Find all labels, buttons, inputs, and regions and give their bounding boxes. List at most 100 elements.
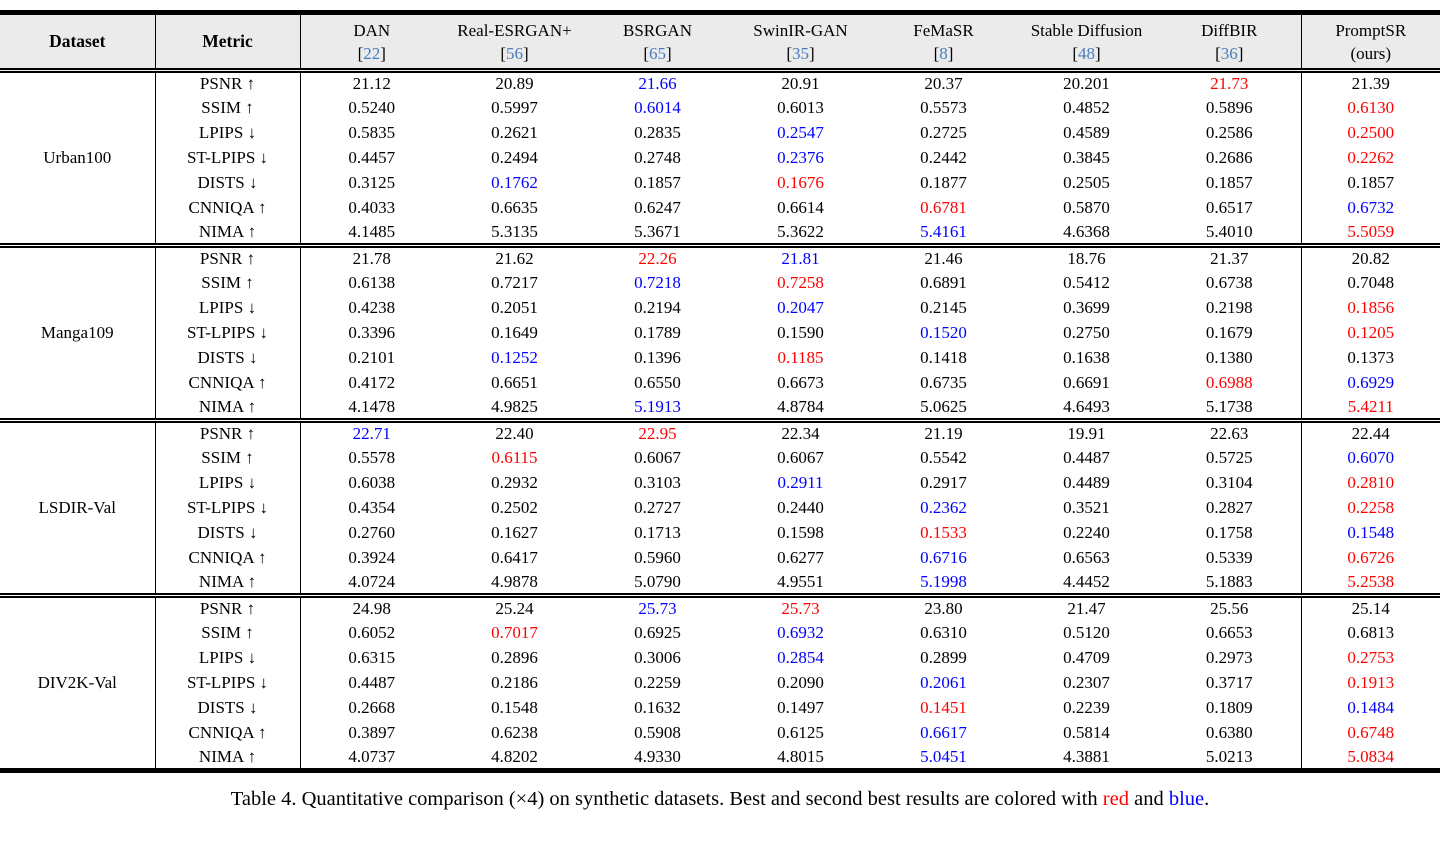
value-cell: 0.3845 bbox=[1063, 148, 1110, 167]
value-cell: 0.2362 bbox=[920, 498, 967, 517]
value-cell: 0.5542 bbox=[920, 448, 967, 467]
value-cell: 21.73 bbox=[1158, 68, 1302, 96]
value-cell: 4.1478 bbox=[348, 396, 396, 416]
caption-red-word: red bbox=[1102, 788, 1129, 810]
value-cell: 0.6052 bbox=[348, 623, 396, 642]
value-cell: 0.7258 bbox=[777, 273, 824, 292]
value-cell: 0.2186 bbox=[491, 673, 538, 692]
metric-label: SSIM ↑ bbox=[155, 95, 301, 121]
citation-link[interactable]: 56 bbox=[506, 43, 523, 63]
header-row: Dataset Metric DAN [22] Real-ESRGAN+ [56] BSRG… bbox=[0, 12, 1440, 73]
value-cell: 0.6013 bbox=[777, 98, 824, 117]
citation-link[interactable]: 48 bbox=[1078, 43, 1095, 63]
metric-label: ST-LPIPS ↓ bbox=[155, 320, 301, 346]
metric-row: DIV2K-Val PSNR ↑ 24.98 25.24 25.73 25.73 23.80… bbox=[0, 593, 1440, 771]
value-cell: 0.6735 bbox=[920, 373, 967, 392]
value-cell: 0.2494 bbox=[491, 148, 538, 167]
value-cell: 0.6653 bbox=[1158, 620, 1302, 646]
dataset-label: Urban100 bbox=[0, 68, 156, 246]
value-cell: 0.2262 bbox=[1347, 148, 1395, 167]
metric-row: CNNIQA ↑ 0.4172 0.6651 0.6550 0.6673 0.6735 0.… bbox=[0, 370, 1440, 396]
citation-link[interactable]: 65 bbox=[649, 43, 666, 63]
metric-label: CNNIQA ↑ bbox=[155, 720, 301, 746]
value-cell: 0.5835 bbox=[348, 123, 396, 142]
value-cell: 0.2753 bbox=[1347, 648, 1395, 667]
value-cell: 0.6891 bbox=[920, 273, 967, 292]
value-cell: 0.7048 bbox=[1347, 273, 1395, 292]
metric-label: ST-LPIPS ↓ bbox=[155, 670, 301, 696]
metric-label: PSNR ↑ bbox=[155, 593, 301, 621]
value-cell: 0.6310 bbox=[920, 623, 967, 642]
value-cell: 0.3897 bbox=[348, 723, 396, 742]
table-caption: Table 4. Quantitative comparison (×4) on… bbox=[0, 786, 1440, 812]
value-cell: 0.6716 bbox=[920, 548, 967, 567]
metric-row: DISTS ↓ 0.2760 0.1627 0.1713 0.1598 0.1533 0.2… bbox=[0, 520, 1440, 546]
citation-link[interactable]: 35 bbox=[792, 43, 809, 63]
metric-label: NIMA ↑ bbox=[155, 745, 301, 771]
value-cell: 0.2932 bbox=[491, 473, 538, 492]
model-citation: [56] bbox=[500, 43, 529, 63]
metric-label: PSNR ↑ bbox=[155, 68, 301, 96]
value-cell: 0.1638 bbox=[1063, 348, 1110, 367]
value-cell: 25.56 bbox=[1158, 593, 1302, 621]
value-cell: 0.6617 bbox=[920, 723, 967, 742]
value-cell: 22.63 bbox=[1158, 418, 1302, 446]
caption-blue-word: blue bbox=[1168, 788, 1205, 810]
value-cell: 0.6130 bbox=[1347, 98, 1395, 117]
value-cell: 0.6067 bbox=[634, 448, 681, 467]
value-cell: 0.2198 bbox=[1158, 295, 1302, 321]
value-cell: 0.2440 bbox=[777, 498, 824, 517]
value-cell: 0.2686 bbox=[1158, 145, 1302, 171]
metric-label: CNNIQA ↑ bbox=[155, 370, 301, 396]
value-cell: 0.5960 bbox=[634, 548, 681, 567]
value-cell: 0.2239 bbox=[1063, 698, 1110, 717]
value-cell: 21.12 bbox=[300, 68, 443, 96]
value-cell: 0.4457 bbox=[348, 148, 396, 167]
value-cell: 0.1380 bbox=[1158, 345, 1302, 371]
metric-label: PSNR ↑ bbox=[155, 418, 301, 446]
metric-label: LPIPS ↓ bbox=[155, 645, 301, 671]
value-cell: 0.1913 bbox=[1347, 673, 1395, 692]
metric-row: CNNIQA ↑ 0.3924 0.6417 0.5960 0.6277 0.6716 0.… bbox=[0, 545, 1440, 571]
metric-label: ST-LPIPS ↓ bbox=[155, 495, 301, 521]
value-cell: 0.4489 bbox=[1063, 473, 1110, 492]
value-cell: 22.44 bbox=[1301, 418, 1440, 446]
metric-row: CNNIQA ↑ 0.4033 0.6635 0.6247 0.6614 0.6781 0.… bbox=[0, 195, 1440, 221]
value-cell: 0.1809 bbox=[1158, 695, 1302, 721]
value-cell: 0.2442 bbox=[920, 148, 967, 167]
model-name: SwinIR-GAN bbox=[753, 20, 848, 40]
value-cell: 0.1373 bbox=[1347, 348, 1395, 367]
value-cell: 23.80 bbox=[872, 593, 1015, 621]
citation-link[interactable]: 36 bbox=[1220, 43, 1238, 63]
value-cell: 0.1484 bbox=[1347, 698, 1395, 717]
metric-label: CNNIQA ↑ bbox=[155, 195, 301, 221]
value-cell: 0.6014 bbox=[634, 98, 681, 117]
metric-row: SSIM ↑ 0.6138 0.7217 0.7218 0.7258 0.6891 0.54… bbox=[0, 270, 1440, 296]
value-cell: 0.1396 bbox=[634, 348, 681, 367]
value-cell: 4.0737 bbox=[348, 746, 396, 766]
value-cell: 5.0834 bbox=[1347, 746, 1395, 766]
model-name: FeMaSR bbox=[913, 20, 974, 40]
metric-label: NIMA ↑ bbox=[155, 395, 301, 421]
value-cell: 0.5870 bbox=[1063, 198, 1110, 217]
value-cell: 0.6247 bbox=[634, 198, 681, 217]
model-name: DAN bbox=[353, 20, 391, 40]
metric-label: SSIM ↑ bbox=[155, 270, 301, 296]
model-name: Stable Diffusion bbox=[1030, 20, 1143, 40]
value-cell: 0.6277 bbox=[777, 548, 824, 567]
value-cell: 0.6932 bbox=[777, 623, 824, 642]
value-cell: 4.8015 bbox=[777, 746, 824, 766]
value-cell: 0.6067 bbox=[777, 448, 824, 467]
value-cell: 4.6493 bbox=[1063, 396, 1110, 416]
citation-link[interactable]: 8 bbox=[939, 43, 948, 63]
value-cell: 0.2500 bbox=[1347, 123, 1395, 142]
value-cell: 22.26 bbox=[586, 243, 729, 271]
value-cell: 0.6925 bbox=[634, 623, 681, 642]
col-header-metric: Metric bbox=[155, 12, 301, 73]
value-cell: 0.6929 bbox=[1347, 373, 1395, 392]
citation-link[interactable]: 22 bbox=[363, 43, 381, 63]
model-citation: [65] bbox=[643, 43, 672, 63]
model-name: DiffBIR bbox=[1201, 20, 1258, 40]
value-cell: 0.6238 bbox=[491, 723, 538, 742]
metric-label: NIMA ↑ bbox=[155, 570, 301, 596]
